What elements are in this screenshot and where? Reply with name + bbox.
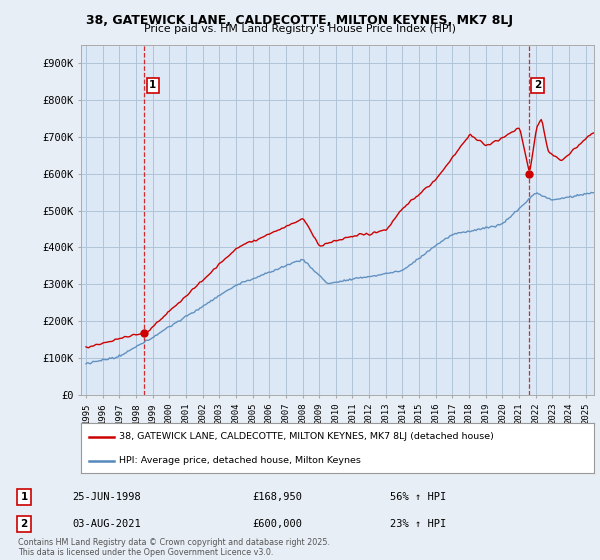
Text: 2: 2 <box>534 80 541 90</box>
Text: 38, GATEWICK LANE, CALDECOTTE, MILTON KEYNES, MK7 8LJ (detached house): 38, GATEWICK LANE, CALDECOTTE, MILTON KE… <box>119 432 494 441</box>
Text: 25-JUN-1998: 25-JUN-1998 <box>72 492 141 502</box>
Text: 56% ↑ HPI: 56% ↑ HPI <box>390 492 446 502</box>
Text: 38, GATEWICK LANE, CALDECOTTE, MILTON KEYNES, MK7 8LJ: 38, GATEWICK LANE, CALDECOTTE, MILTON KE… <box>86 14 514 27</box>
Text: 1: 1 <box>149 80 157 90</box>
Text: Price paid vs. HM Land Registry's House Price Index (HPI): Price paid vs. HM Land Registry's House … <box>144 24 456 34</box>
Text: 03-AUG-2021: 03-AUG-2021 <box>72 519 141 529</box>
Text: £168,950: £168,950 <box>252 492 302 502</box>
Text: HPI: Average price, detached house, Milton Keynes: HPI: Average price, detached house, Milt… <box>119 456 361 465</box>
Text: 1: 1 <box>20 492 28 502</box>
Text: Contains HM Land Registry data © Crown copyright and database right 2025.
This d: Contains HM Land Registry data © Crown c… <box>18 538 330 557</box>
Text: 2: 2 <box>20 519 28 529</box>
Point <box>139 328 149 337</box>
Text: 23% ↑ HPI: 23% ↑ HPI <box>390 519 446 529</box>
Point <box>524 169 533 178</box>
Text: £600,000: £600,000 <box>252 519 302 529</box>
